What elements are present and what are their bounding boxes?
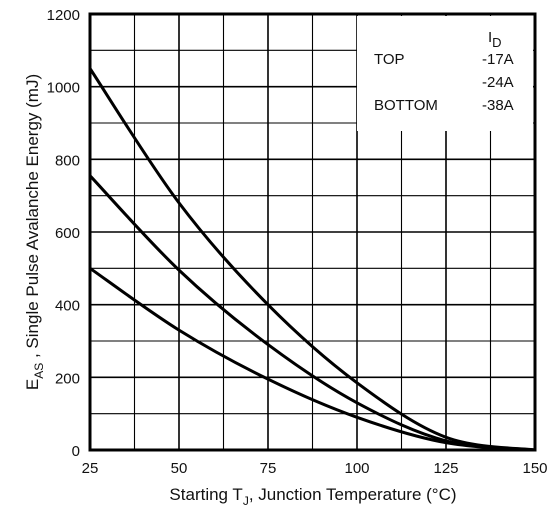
- x-axis-label-sub: J: [243, 494, 249, 508]
- x-axis-label-rest: , Junction Temperature (°C): [249, 485, 457, 504]
- y-axis-label-sub: AS: [32, 363, 46, 379]
- plot-frame: [88, 12, 537, 452]
- y-tick-label: 0: [72, 443, 80, 460]
- y-tick-label: 400: [55, 298, 80, 315]
- x-axis-label: Starting TJ, Junction Temperature (°C): [169, 485, 456, 508]
- x-tick-label: 125: [433, 460, 458, 477]
- legend-header-sub: D: [492, 35, 501, 50]
- y-tick-label: 1000: [47, 80, 80, 97]
- legend-header: ID: [488, 29, 502, 50]
- x-tick-label: 100: [344, 460, 369, 477]
- series-curve-1: [88, 67, 536, 452]
- y-tick-label: 200: [55, 370, 80, 387]
- y-axis-label-rest: , Single Pulse Avalanche Energy (mJ): [23, 74, 42, 363]
- y-axis-label: EAS , Single Pulse Avalanche Energy (mJ): [23, 74, 46, 390]
- y-tick-label: 600: [55, 225, 80, 242]
- legend-entry-2: -24A: [482, 74, 514, 91]
- y-axis-label-main: E: [23, 379, 42, 390]
- data-curves: [88, 67, 536, 452]
- legend-tag: TOP: [374, 51, 405, 68]
- x-tick-label: 150: [522, 460, 547, 477]
- series-curve-3: [89, 267, 536, 452]
- series-curve-2: [88, 174, 536, 452]
- y-tick-label: 1200: [47, 7, 80, 24]
- legend-box: [357, 16, 533, 131]
- x-tick-label: 25: [82, 460, 99, 477]
- y-tick-labels: 0 200 400 600 800 1000 1200: [47, 7, 80, 460]
- x-tick-labels: 25 50 75 100 125 150: [82, 460, 548, 477]
- x-tick-label: 50: [171, 460, 188, 477]
- x-axis-label-main: Starting T: [169, 485, 242, 504]
- legend: ID TOP -17A -24A BOTTOM -38A: [374, 29, 514, 114]
- x-tick-label: 75: [260, 460, 277, 477]
- legend-entry-1: -17A: [482, 51, 514, 68]
- legend-tag: BOTTOM: [374, 97, 438, 114]
- legend-header-main: I: [488, 29, 492, 46]
- y-tick-label: 800: [55, 152, 80, 169]
- legend-entry-3: -38A: [482, 97, 514, 114]
